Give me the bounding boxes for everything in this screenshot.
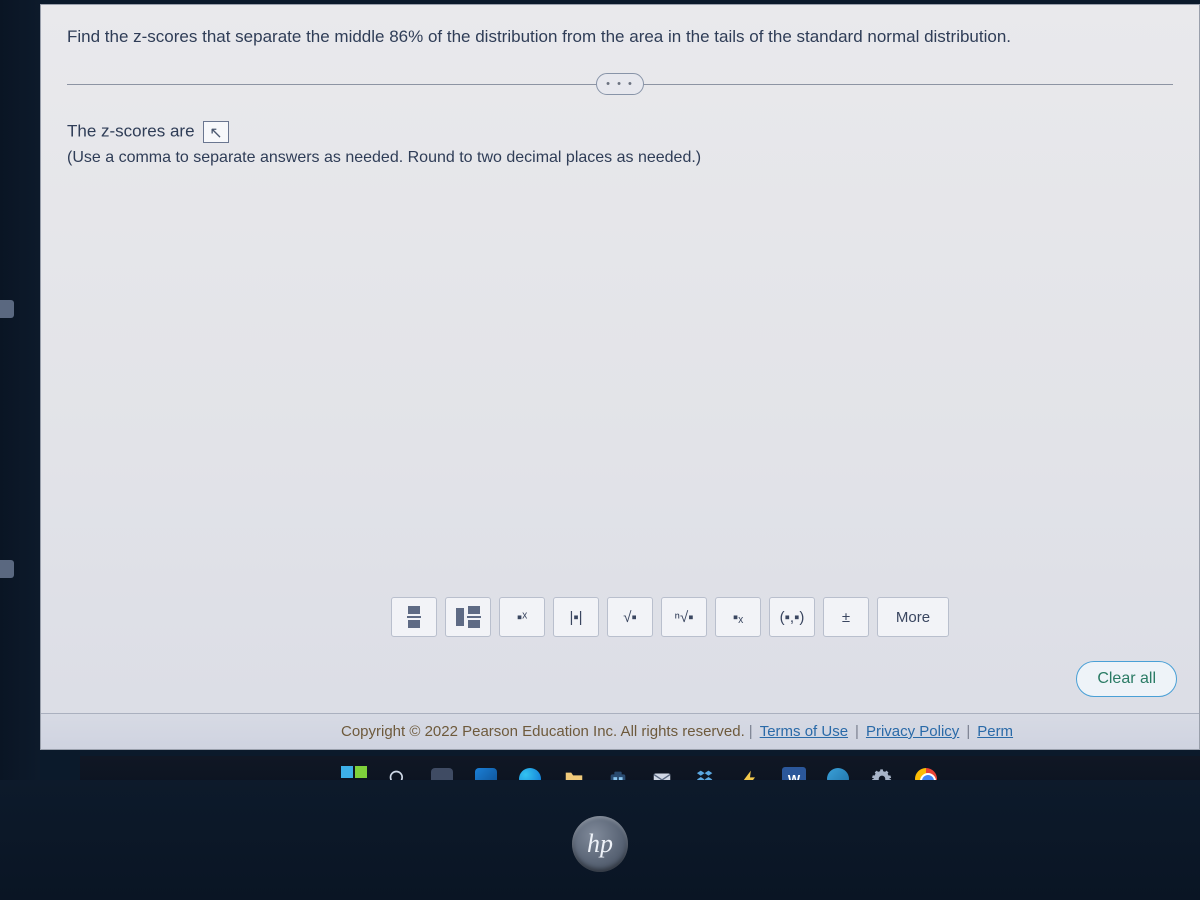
plus-minus-icon: ±: [842, 609, 850, 626]
answer-lead-text: The z-scores are: [67, 121, 195, 140]
tool-plus-minus[interactable]: ±: [823, 597, 869, 637]
tool-absolute-value[interactable]: |▪|: [553, 597, 599, 637]
footer-permissions-link[interactable]: Perm: [977, 723, 1013, 740]
ordered-pair-icon: (▪,▪): [780, 609, 805, 626]
footer-separator: |: [966, 723, 970, 740]
subscript-icon: ▪ₓ: [733, 609, 743, 626]
clear-all-label: Clear all: [1097, 670, 1156, 687]
footer-privacy-link[interactable]: Privacy Policy: [866, 723, 959, 740]
answer-line: The z-scores are ↖: [67, 121, 1173, 143]
expand-hint-button[interactable]: • • •: [596, 73, 644, 95]
square-root-icon: √▪: [623, 609, 637, 626]
answer-area: The z-scores are ↖ (Use a comma to separ…: [41, 117, 1199, 167]
footer-separator: |: [855, 723, 859, 740]
tool-fraction[interactable]: [391, 597, 437, 637]
tool-mixed-number[interactable]: [445, 597, 491, 637]
tool-subscript[interactable]: ▪ₓ: [715, 597, 761, 637]
tool-nth-root[interactable]: ⁿ√▪: [661, 597, 707, 637]
math-toolbar: ▪ˣ |▪| √▪ ⁿ√▪ ▪ₓ (▪,▪) ± More: [391, 593, 1191, 641]
clear-row: Clear all: [1076, 661, 1177, 697]
tool-exponent[interactable]: ▪ˣ: [499, 597, 545, 637]
footer-bar: Copyright © 2022 Pearson Education Inc. …: [41, 713, 1199, 749]
footer-separator: |: [749, 723, 753, 740]
exponent-icon: ▪ˣ: [517, 609, 527, 626]
cursor-icon: ↖: [209, 123, 222, 143]
fraction-icon: [407, 606, 421, 628]
answer-hint: (Use a comma to separate answers as need…: [67, 149, 1173, 167]
more-label: More: [896, 609, 930, 626]
hp-logo-text: hp: [587, 829, 613, 859]
footer-terms-link[interactable]: Terms of Use: [760, 723, 848, 740]
laptop-left-bezel: [0, 0, 40, 900]
mixed-number-icon: [456, 606, 481, 628]
nth-root-icon: ⁿ√▪: [674, 609, 693, 626]
bezel-notch: [0, 300, 14, 318]
question-prompt: Find the z-scores that separate the midd…: [41, 5, 1199, 61]
section-divider: • • •: [67, 71, 1173, 99]
clear-all-button[interactable]: Clear all: [1076, 661, 1177, 697]
tool-more[interactable]: More: [877, 597, 949, 637]
footer-copyright: Copyright © 2022 Pearson Education Inc. …: [341, 723, 745, 740]
hp-logo-badge: hp: [572, 816, 628, 872]
tool-ordered-pair[interactable]: (▪,▪): [769, 597, 815, 637]
bezel-notch: [0, 560, 14, 578]
tool-square-root[interactable]: √▪: [607, 597, 653, 637]
z-score-input[interactable]: ↖: [203, 121, 229, 143]
ellipsis-icon: • • •: [606, 78, 634, 90]
absolute-value-icon: |▪|: [569, 609, 582, 626]
app-window: Find the z-scores that separate the midd…: [40, 4, 1200, 750]
